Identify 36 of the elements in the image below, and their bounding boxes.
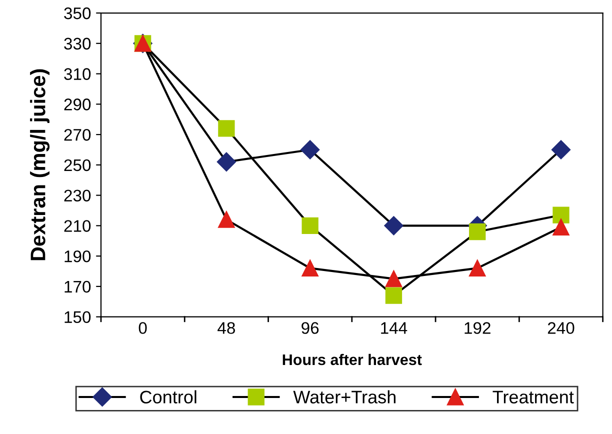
point [218,211,235,228]
x-tick-label: 240 [548,322,574,334]
legend-label: Control [140,390,196,404]
y-axis-title: Dextran (mg/l juice) [30,69,50,260]
y-tick-label: 210 [64,220,91,232]
point [216,152,236,172]
y-tick-label: 250 [64,159,91,172]
point [385,287,402,304]
point [469,260,486,277]
point [551,140,571,160]
y-tick-label: 310 [64,68,91,80]
point [302,217,318,234]
legend-label: Treatment [492,390,574,404]
point [384,216,404,236]
x-axis-title: Hours after harvest [282,354,422,366]
y-tick-label: 230 [64,190,91,202]
legend-label: Water+Trash [293,390,396,404]
y-tick-label: 170 [64,280,91,293]
y-tick-label: 190 [64,250,91,262]
y-tick-label: 330 [64,38,91,50]
point [469,223,486,240]
y-tick-label: 290 [64,98,91,110]
x-tick-label: 144 [381,322,408,334]
y-tick-label: 150 [64,311,91,324]
x-tick-label: 48 [218,322,235,334]
y-tick-label: 350 [64,7,91,20]
x-tick-label: 96 [302,322,319,334]
point [552,218,570,236]
point [302,260,318,277]
y-tick-label: 270 [64,128,91,141]
x-tick-label: 192 [464,322,490,334]
point [385,270,402,288]
point [300,140,320,160]
point [552,206,570,224]
x-tick-label: 0 [138,322,147,334]
point [218,120,235,137]
